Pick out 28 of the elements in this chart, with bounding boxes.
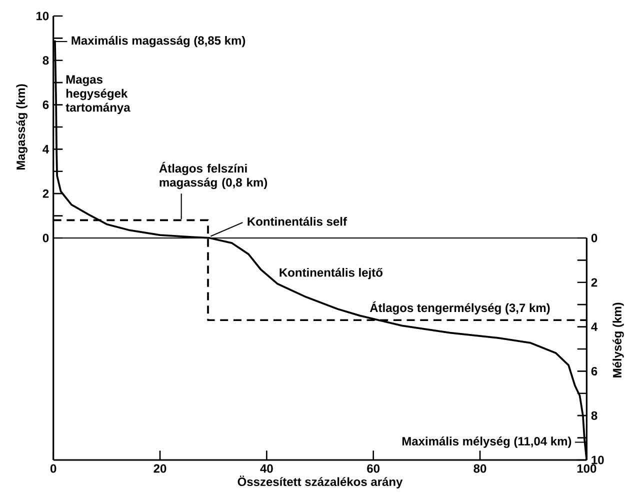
annotation: Maximális magasság (8,85 km) — [72, 36, 246, 48]
annotation: Maximális mélység (11,04 km) — [402, 436, 572, 448]
x-tick-label: 20 — [154, 464, 166, 473]
x-tick-label: 40 — [260, 464, 273, 473]
annotation: Átlagos felszíni magasság (0,8 km) — [159, 162, 268, 190]
y-tick-label: 0 — [42, 234, 49, 242]
y2-tick-label: 4 — [591, 322, 598, 331]
annotation: Magas hegységek tartománya — [66, 75, 130, 114]
annotation: Kontinentális lejtő — [280, 268, 382, 280]
x-tick-label: 60 — [367, 464, 380, 473]
y-axis-title: Magasság (km) — [16, 84, 28, 170]
annotation: Átlagos tengermélység (3,7 km) — [370, 301, 550, 315]
y2-tick-label: 10 — [592, 456, 604, 464]
x-tick-label: 0 — [50, 464, 56, 473]
y2-axis-title: Mélység (km) — [612, 302, 624, 378]
y-tick-label: 2 — [42, 189, 49, 198]
y2-tick-label: 6 — [591, 366, 598, 376]
y2-tick-label: 8 — [591, 411, 598, 420]
x-tick-label: 80 — [474, 464, 486, 473]
y-tick-label: 4 — [42, 145, 50, 154]
y-tick-label: 10 — [36, 12, 49, 20]
x-tick-label: 100 — [577, 464, 596, 473]
x-axis-title: Összesített százalékos arány — [238, 476, 403, 488]
annotation: Kontinentális self — [248, 216, 347, 226]
y-tick-label: 6 — [42, 100, 49, 110]
y2-tick-label: 0 — [591, 234, 598, 242]
y2-tick-label: 2 — [591, 278, 598, 287]
y-tick-label: 8 — [42, 56, 49, 65]
